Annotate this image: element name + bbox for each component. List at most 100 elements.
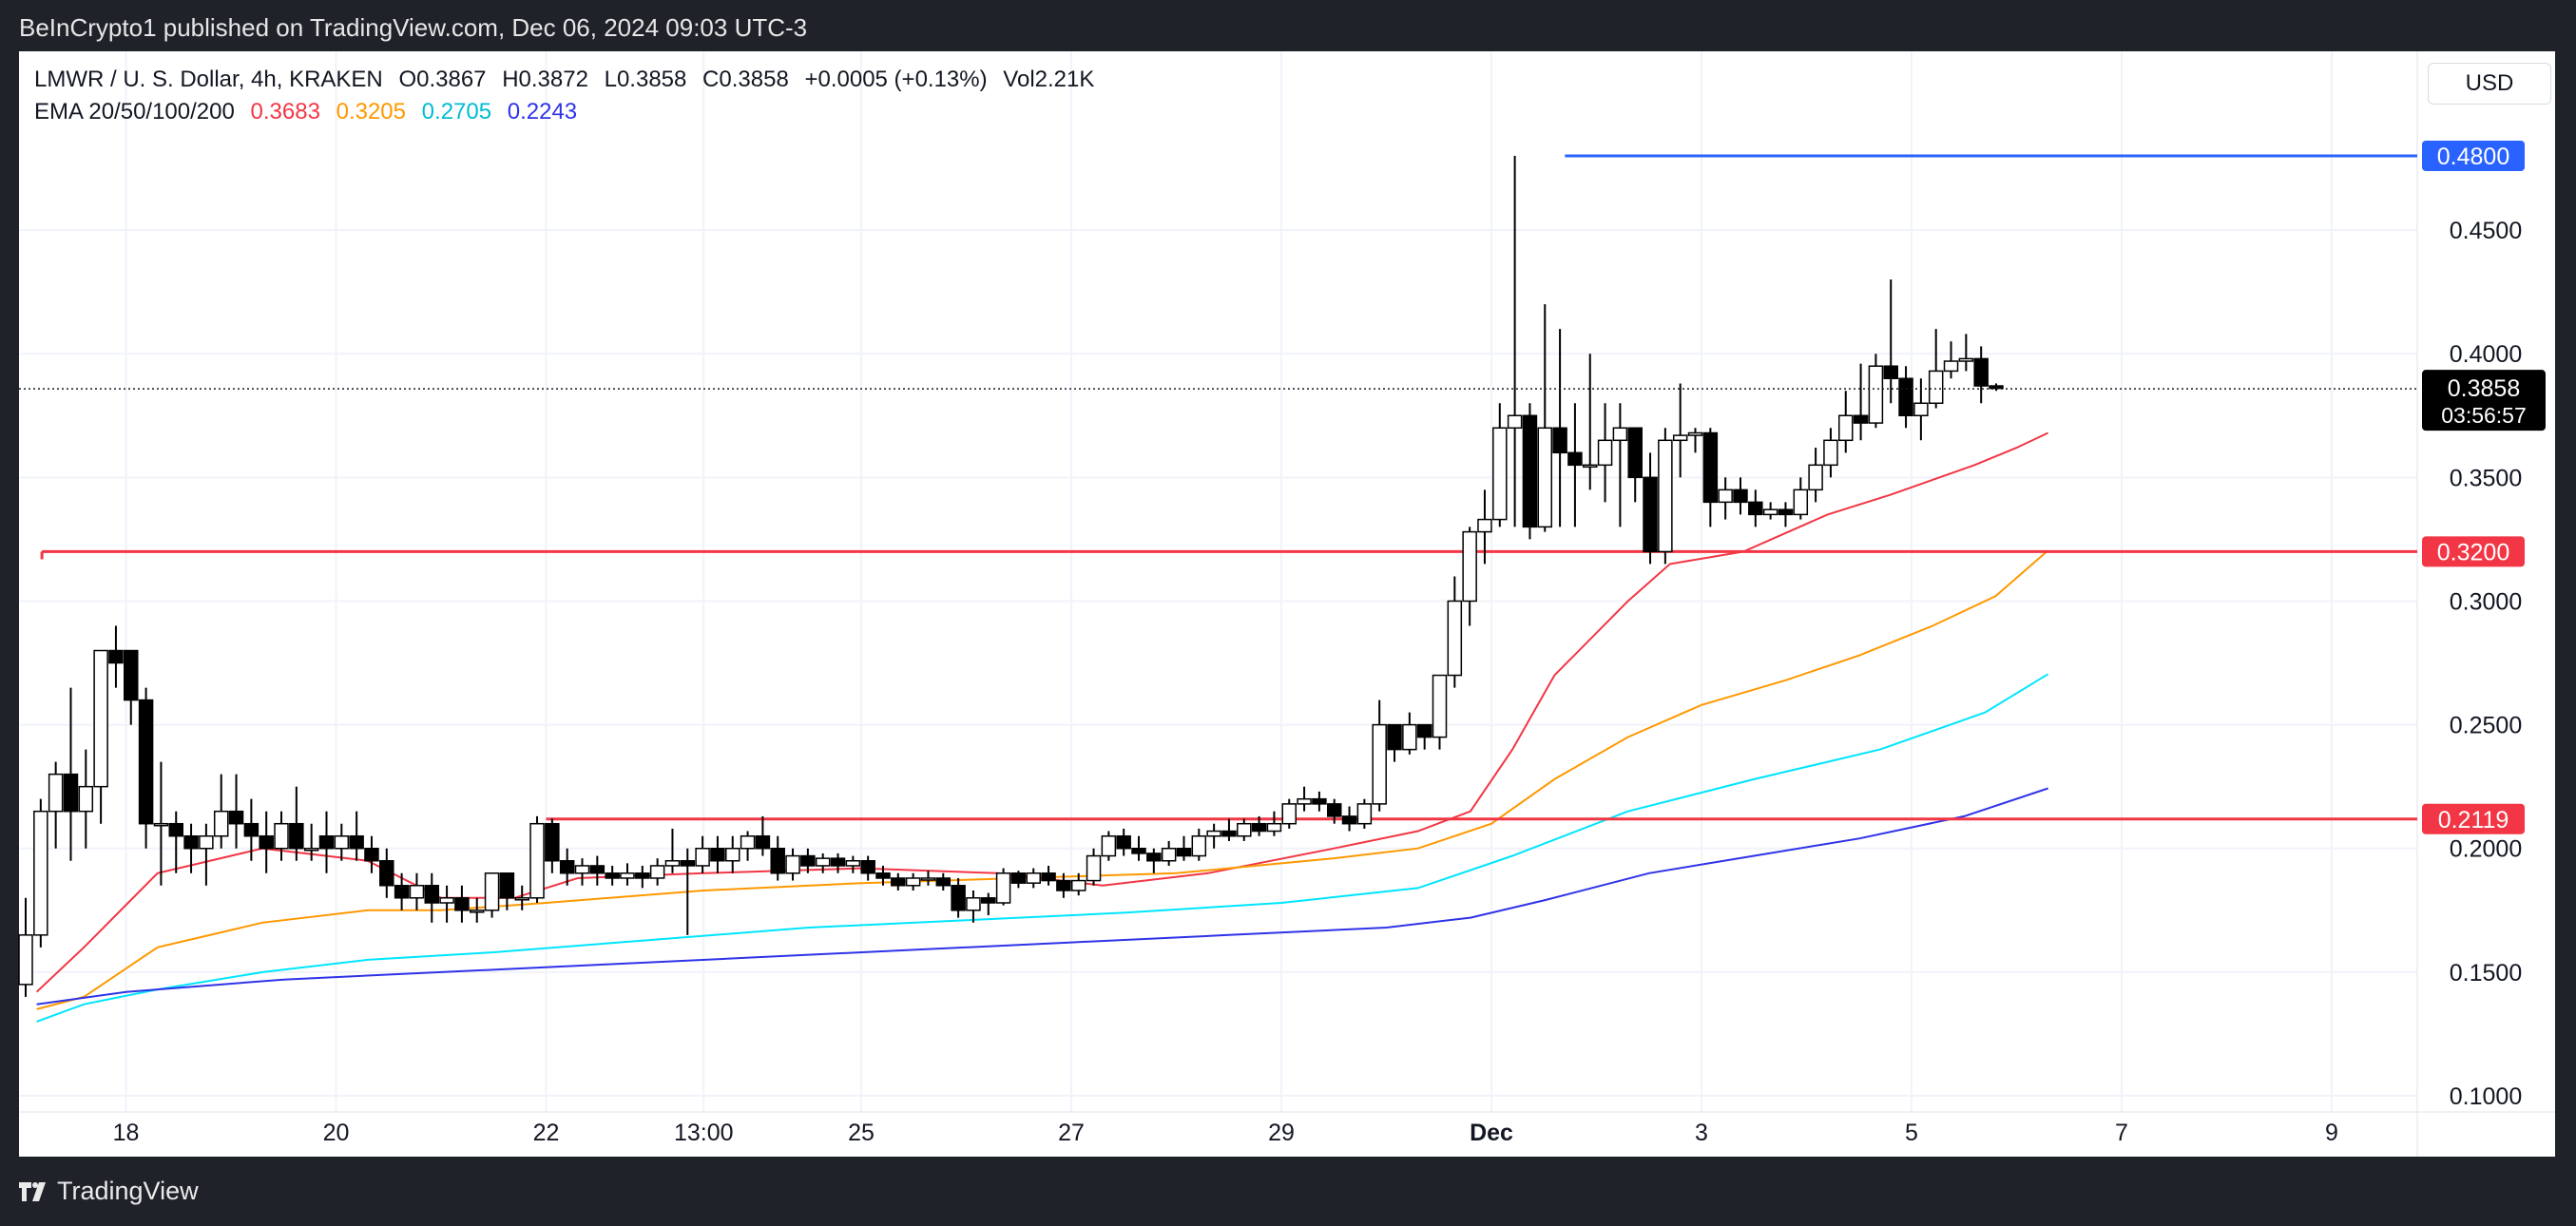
candle-body	[318, 834, 335, 850]
symbol-name: LMWR / U. S. Dollar, 4h, KRAKEN	[34, 67, 383, 92]
candle-body	[1447, 600, 1463, 677]
candle-body	[1658, 439, 1673, 553]
candle-body	[724, 847, 740, 862]
candle-body	[1868, 365, 1884, 424]
candle-body	[1733, 488, 1748, 504]
candle-body	[303, 847, 319, 852]
candle-body	[755, 834, 771, 850]
publisher-text: BeInCrypto1 published on TradingView.com…	[19, 13, 808, 42]
level-price-label: 0.4800	[2437, 144, 2509, 170]
candle-body	[108, 649, 124, 664]
time-tick-label: 25	[848, 1120, 875, 1146]
candle-body	[1372, 723, 1387, 805]
candle-body	[409, 885, 425, 899]
candle-body	[1808, 464, 1823, 491]
candle-body	[1266, 822, 1282, 833]
candle-body	[1943, 360, 1959, 373]
candle-body	[1793, 488, 1809, 516]
candle-body	[454, 897, 470, 911]
ema50-value: 0.3205	[336, 99, 406, 125]
candle-body	[274, 822, 289, 850]
candle-body	[199, 834, 214, 850]
time-tick-label: 20	[323, 1120, 350, 1146]
candle-body	[845, 860, 861, 867]
level-price-badge	[2422, 536, 2525, 567]
candle-body	[1402, 723, 1417, 751]
candle-body	[349, 834, 364, 850]
candle-body	[1131, 847, 1146, 854]
ohlc-high: H0.3872	[502, 67, 588, 92]
candle-body	[620, 872, 635, 879]
candle-body	[364, 847, 379, 862]
candle-body	[920, 877, 936, 881]
tradingview-logo[interactable]: TradingView	[19, 1177, 199, 1206]
candle-body	[830, 857, 846, 867]
candle-body	[1086, 854, 1102, 882]
price-tick-label: 0.3000	[2450, 588, 2522, 615]
candle-body	[951, 885, 966, 911]
candle-body	[1672, 434, 1688, 442]
candle-body	[18, 934, 33, 986]
symbol-legend[interactable]: LMWR / U. S. Dollar, 4h, KRAKEN O0.3867 …	[34, 67, 1104, 93]
candle-body	[589, 865, 606, 874]
candle-body	[1838, 414, 1854, 442]
candle-body	[243, 822, 260, 837]
candle-body	[1567, 451, 1583, 467]
candle-body	[48, 773, 64, 813]
candle-body	[800, 854, 816, 867]
candle-body	[966, 897, 981, 911]
level-price-label: 0.3200	[2437, 539, 2509, 565]
candle-body	[1643, 476, 1658, 553]
ema-legend[interactable]: EMA 20/50/100/200 0.3683 0.3205 0.2705 0…	[34, 99, 586, 125]
ema-line-ema100	[36, 673, 2049, 1023]
candle-body	[664, 860, 681, 867]
price-tick-label: 0.4000	[2450, 341, 2522, 368]
candle-body	[439, 897, 454, 904]
candle-body	[183, 834, 199, 850]
candle-body	[1251, 822, 1267, 833]
last-price-badge	[2422, 370, 2546, 431]
candle-body	[1537, 427, 1553, 528]
candle-body	[1612, 427, 1628, 442]
candle-body	[1191, 834, 1207, 857]
candle-body	[1823, 439, 1838, 467]
candle-body	[33, 810, 48, 936]
candle-body	[1718, 488, 1733, 504]
footer-bar	[0, 1157, 2576, 1226]
candle-body	[710, 847, 725, 862]
candle-body	[1116, 834, 1131, 850]
candle-body	[1853, 414, 1869, 424]
ema-label: EMA 20/50/100/200	[34, 99, 235, 125]
candle-body	[1101, 834, 1117, 857]
candle-body	[499, 872, 515, 899]
candle-body	[695, 847, 710, 867]
time-axis[interactable]: 18 20 22 13:00 25 27 29 Dec 3 5 7 9	[113, 1120, 2338, 1146]
candle-body	[1928, 370, 1944, 405]
candle-body	[1326, 803, 1342, 817]
candle-body	[574, 865, 590, 874]
candle-body	[153, 822, 169, 827]
candle-body	[228, 810, 244, 825]
time-tick-label: Dec	[1470, 1120, 1513, 1146]
tradingview-brand: TradingView	[57, 1177, 199, 1205]
tradingview-icon	[19, 1181, 46, 1201]
candle-body	[1552, 427, 1567, 454]
candle-body	[680, 860, 696, 867]
candle-body	[529, 822, 545, 899]
level-price-label: 0.2119	[2438, 807, 2509, 833]
price-axis[interactable]: 0.1000 0.1500 0.2000 0.2500 0.3000 0.3500 0.40…	[2422, 141, 2546, 1110]
volume: Vol2.21K	[1003, 67, 1095, 92]
ema100-value: 0.2705	[421, 99, 492, 125]
candle-body	[334, 834, 350, 850]
time-tick-label: 18	[113, 1120, 140, 1146]
candle-body	[1597, 439, 1613, 467]
candle-body	[1898, 377, 1913, 417]
candle-body	[1958, 357, 1974, 362]
ema-lines	[35, 431, 2049, 1023]
horizontal-levels[interactable]	[40, 154, 2417, 821]
time-tick-label: 7	[2115, 1120, 2128, 1146]
currency-button[interactable]: USD	[2428, 63, 2551, 105]
candle-body	[1913, 402, 1929, 417]
candle-body	[1432, 674, 1448, 738]
